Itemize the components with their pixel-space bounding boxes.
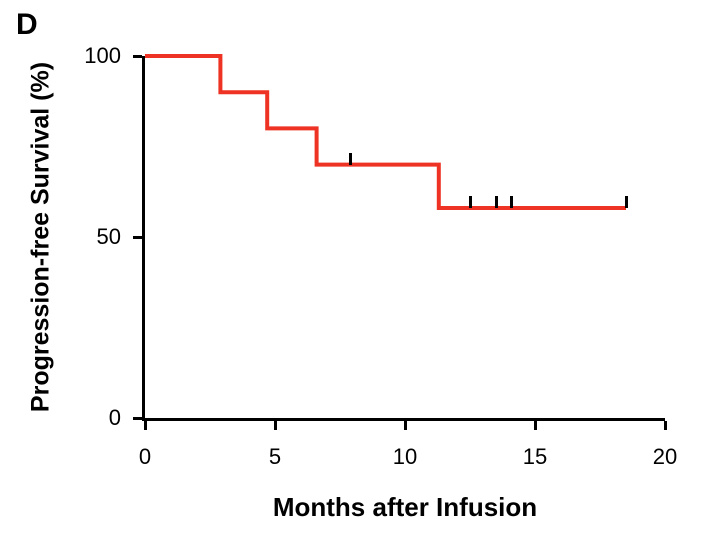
x-tick: [534, 421, 537, 430]
plot-area: 05101520050100: [145, 56, 665, 418]
km-svg: [145, 56, 665, 418]
y-tick-label: 0: [109, 405, 121, 431]
censor-mark: [469, 196, 472, 208]
x-tick-label: 0: [139, 444, 151, 470]
y-tick-label: 50: [97, 224, 121, 250]
censor-mark: [495, 196, 498, 208]
x-tick-label: 15: [523, 444, 547, 470]
y-tick: [133, 417, 142, 420]
y-axis-title: Progression-free Survival (%): [27, 62, 56, 412]
x-tick-label: 10: [393, 444, 417, 470]
x-tick: [274, 421, 277, 430]
km-line: [145, 56, 626, 208]
x-tick: [404, 421, 407, 430]
x-tick-label: 5: [269, 444, 281, 470]
panel-label: D: [16, 8, 38, 42]
x-tick-label: 20: [653, 444, 677, 470]
x-axis-title: Months after Infusion: [273, 492, 537, 523]
x-tick: [664, 421, 667, 430]
y-tick: [133, 55, 142, 58]
x-tick: [144, 421, 147, 430]
figure-container: D 05101520050100 Progression-free Surviv…: [0, 0, 727, 534]
y-tick: [133, 236, 142, 239]
y-tick-label: 100: [84, 43, 121, 69]
censor-mark: [510, 196, 513, 208]
censor-mark: [349, 153, 352, 165]
censor-mark: [625, 196, 628, 208]
